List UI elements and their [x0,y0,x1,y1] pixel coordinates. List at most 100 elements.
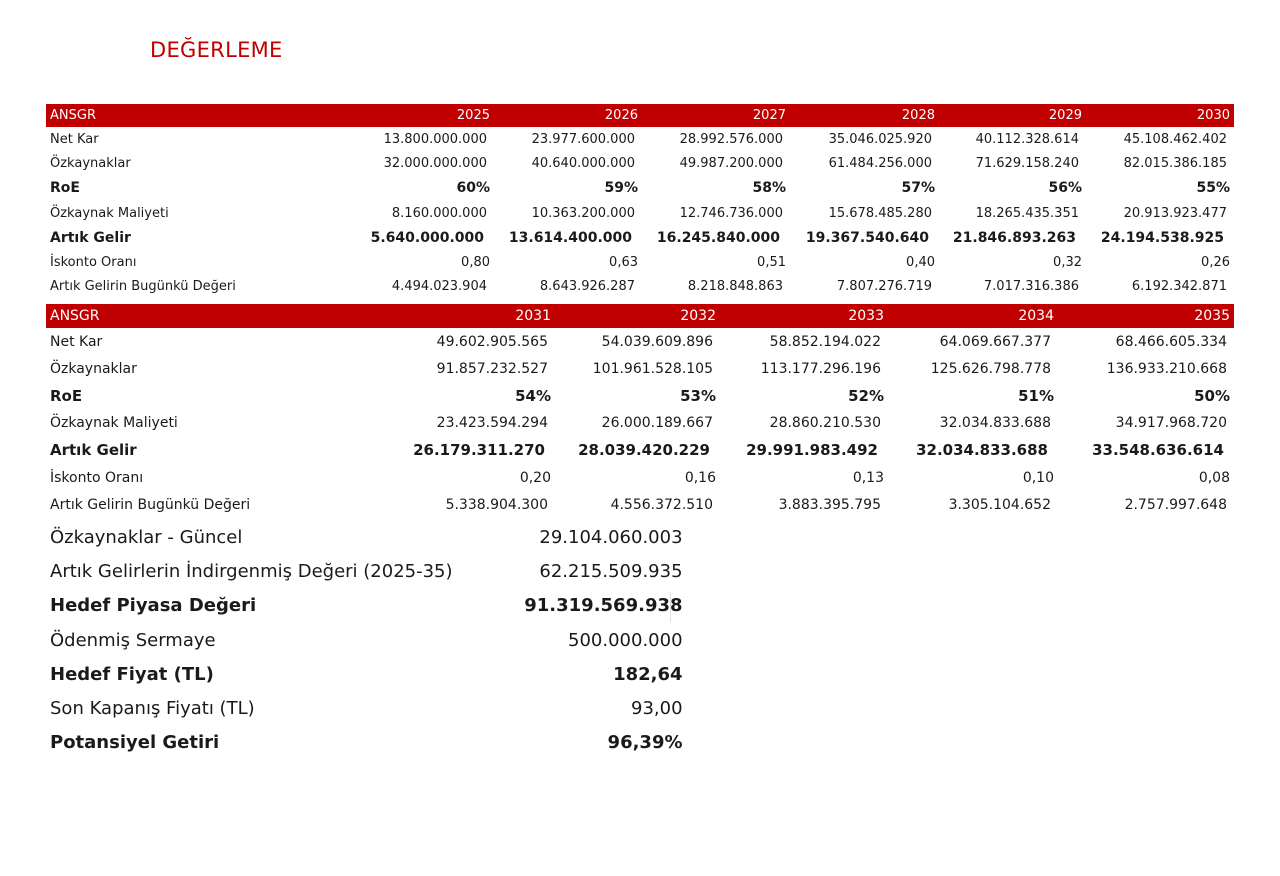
valuation-summary: Özkaynaklar - Güncel 29.104.060.003 Artık … [50,520,683,760]
value-cell: 35.046.025.920 [828,131,932,147]
value-cell: 3.883.395.795 [778,496,881,513]
year-header: 2027 [642,104,790,127]
value-cell: 82.015.386.185 [1123,156,1227,172]
value-cell: 40.640.000.000 [531,156,635,172]
row-label: Özkaynaklar [50,156,131,172]
value-cell: 49.987.200.000 [679,156,783,172]
table-row: RoE 54% 53% 52% 51% 50% [46,382,1234,409]
value-cell: 8.218.848.863 [687,279,783,295]
table-row: Özkaynak Maliyeti 8.160.000.000 10.363.200… [46,201,1234,226]
value-cell: 6.192.342.871 [1131,279,1227,295]
table-row: Özkaynaklar 91.857.232.527 101.961.528.105… [46,355,1234,382]
value-cell: 45.108.462.402 [1123,131,1227,147]
summary-row: Son Kapanış Fiyatı (TL) 93,00 [50,691,683,725]
table-row: İskonto Oranı 0,20 0,16 0,13 0,10 0,08 [46,464,1234,491]
year-header: 2031 [385,304,555,328]
year-header: 2025 [346,104,494,127]
row-label: RoE [50,386,83,405]
value-cell: 0,63 [609,254,638,270]
year-header: 2030 [1086,104,1234,127]
value-cell: 28.039.420.229 [578,441,710,460]
value-cell: 0,26 [1201,254,1230,270]
summary-label: Artık Gelirlerin İndirgenmiş Değeri (202… [50,560,453,582]
value-cell: 54.039.609.896 [601,333,713,350]
value-cell: 50% [1194,386,1230,405]
row-label: Artık Gelir [50,229,131,246]
table-row: Net Kar 13.800.000.000 23.977.600.000 28.99… [46,127,1234,152]
value-cell: 0,16 [684,469,716,486]
row-label: Artık Gelirin Bugünkü Değeri [50,496,251,513]
value-cell: 7.017.316.386 [983,279,1079,295]
value-cell: 52% [848,386,884,405]
value-cell: 10.363.200.000 [531,205,635,221]
value-cell: 8.643.926.287 [539,279,635,295]
table-row: Artık Gelirin Bugünkü Değeri 5.338.904.30… [46,491,1234,518]
summary-row: Potansiyel Getiri 96,39% [50,726,683,760]
table-header-row: ANSGR 2031 2032 2033 2034 2035 [46,304,1234,328]
row-label: Net Kar [50,131,99,147]
value-cell: 4.556.372.510 [610,496,713,513]
summary-value: 96,39% [607,732,683,754]
company-code: ANSGR [46,104,346,127]
valuation-table-2025-2030: ANSGR 2025 2026 2027 2028 2029 2030 Net Kar 13.8… [46,104,1234,299]
row-label: Özkaynak Maliyeti [50,205,169,221]
value-cell: 61.484.256.000 [828,156,932,172]
summary-row: Özkaynaklar - Güncel 29.104.060.003 [50,520,683,554]
value-cell: 60% [456,180,490,197]
value-cell: 58% [752,180,786,197]
summary-row: Ödenmiş Sermaye 500.000.000 [50,623,683,657]
company-code: ANSGR [46,304,385,328]
value-cell: 2.757.997.648 [1124,496,1227,513]
value-cell: 4.494.023.904 [391,279,487,295]
cell-divider [670,592,671,622]
year-header: 2034 [888,304,1058,328]
row-label: Özkaynaklar [50,360,137,377]
value-cell: 12.746.736.000 [679,205,783,221]
table-row: Artık Gelir 5.640.000.000 13.614.400.000 16… [46,225,1234,250]
summary-value: 91.319.569.938 [524,595,683,617]
value-cell: 5.338.904.300 [445,496,548,513]
row-label: İskonto Oranı [50,254,137,270]
value-cell: 68.466.605.334 [1115,333,1227,350]
value-cell: 136.933.210.668 [1106,360,1227,377]
value-cell: 29.991.983.492 [746,441,878,460]
value-cell: 49.602.905.565 [436,333,548,350]
year-header: 2026 [494,104,642,127]
row-label: Özkaynak Maliyeti [50,415,178,432]
year-header: 2029 [939,104,1086,127]
summary-label: Hedef Fiyat (TL) [50,663,214,685]
value-cell: 91.857.232.527 [436,360,548,377]
summary-row: Hedef Fiyat (TL) 182,64 [50,657,683,691]
value-cell: 0,08 [1198,469,1230,486]
value-cell: 101.961.528.105 [592,360,713,377]
summary-label: Potansiyel Getiri [50,732,220,754]
table-header-row: ANSGR 2025 2026 2027 2028 2029 2030 [46,104,1234,127]
table-row: Özkaynak Maliyeti 23.423.594.294 26.000.18… [46,410,1234,437]
value-cell: 40.112.328.614 [975,131,1079,147]
value-cell: 0,51 [757,254,786,270]
row-label: RoE [50,180,80,197]
value-cell: 0,40 [906,254,935,270]
value-cell: 54% [515,386,551,405]
row-label: İskonto Oranı [50,469,144,486]
summary-value: 62.215.509.935 [539,560,683,582]
summary-label: Ödenmiş Sermaye [50,629,216,651]
value-cell: 33.548.636.614 [1092,441,1224,460]
value-cell: 71.629.158.240 [975,156,1079,172]
value-cell: 23.423.594.294 [436,415,548,432]
summary-value: 29.104.060.003 [539,526,683,548]
value-cell: 13.614.400.000 [508,229,632,246]
row-label: Artık Gelir [50,441,137,460]
summary-value: 93,00 [631,698,683,720]
table-row: Net Kar 49.602.905.565 54.039.609.896 58.85… [46,328,1234,355]
year-header: 2033 [720,304,888,328]
summary-value: 182,64 [613,663,683,685]
value-cell: 34.917.968.720 [1115,415,1227,432]
value-cell: 3.305.104.652 [948,496,1051,513]
value-cell: 32.034.833.688 [916,441,1048,460]
value-cell: 57% [901,180,935,197]
value-cell: 28.860.210.530 [769,415,881,432]
table-row: Artık Gelirin Bugünkü Değeri 4.494.023.90… [46,275,1234,300]
value-cell: 0,10 [1022,469,1054,486]
year-header: 2035 [1058,304,1234,328]
